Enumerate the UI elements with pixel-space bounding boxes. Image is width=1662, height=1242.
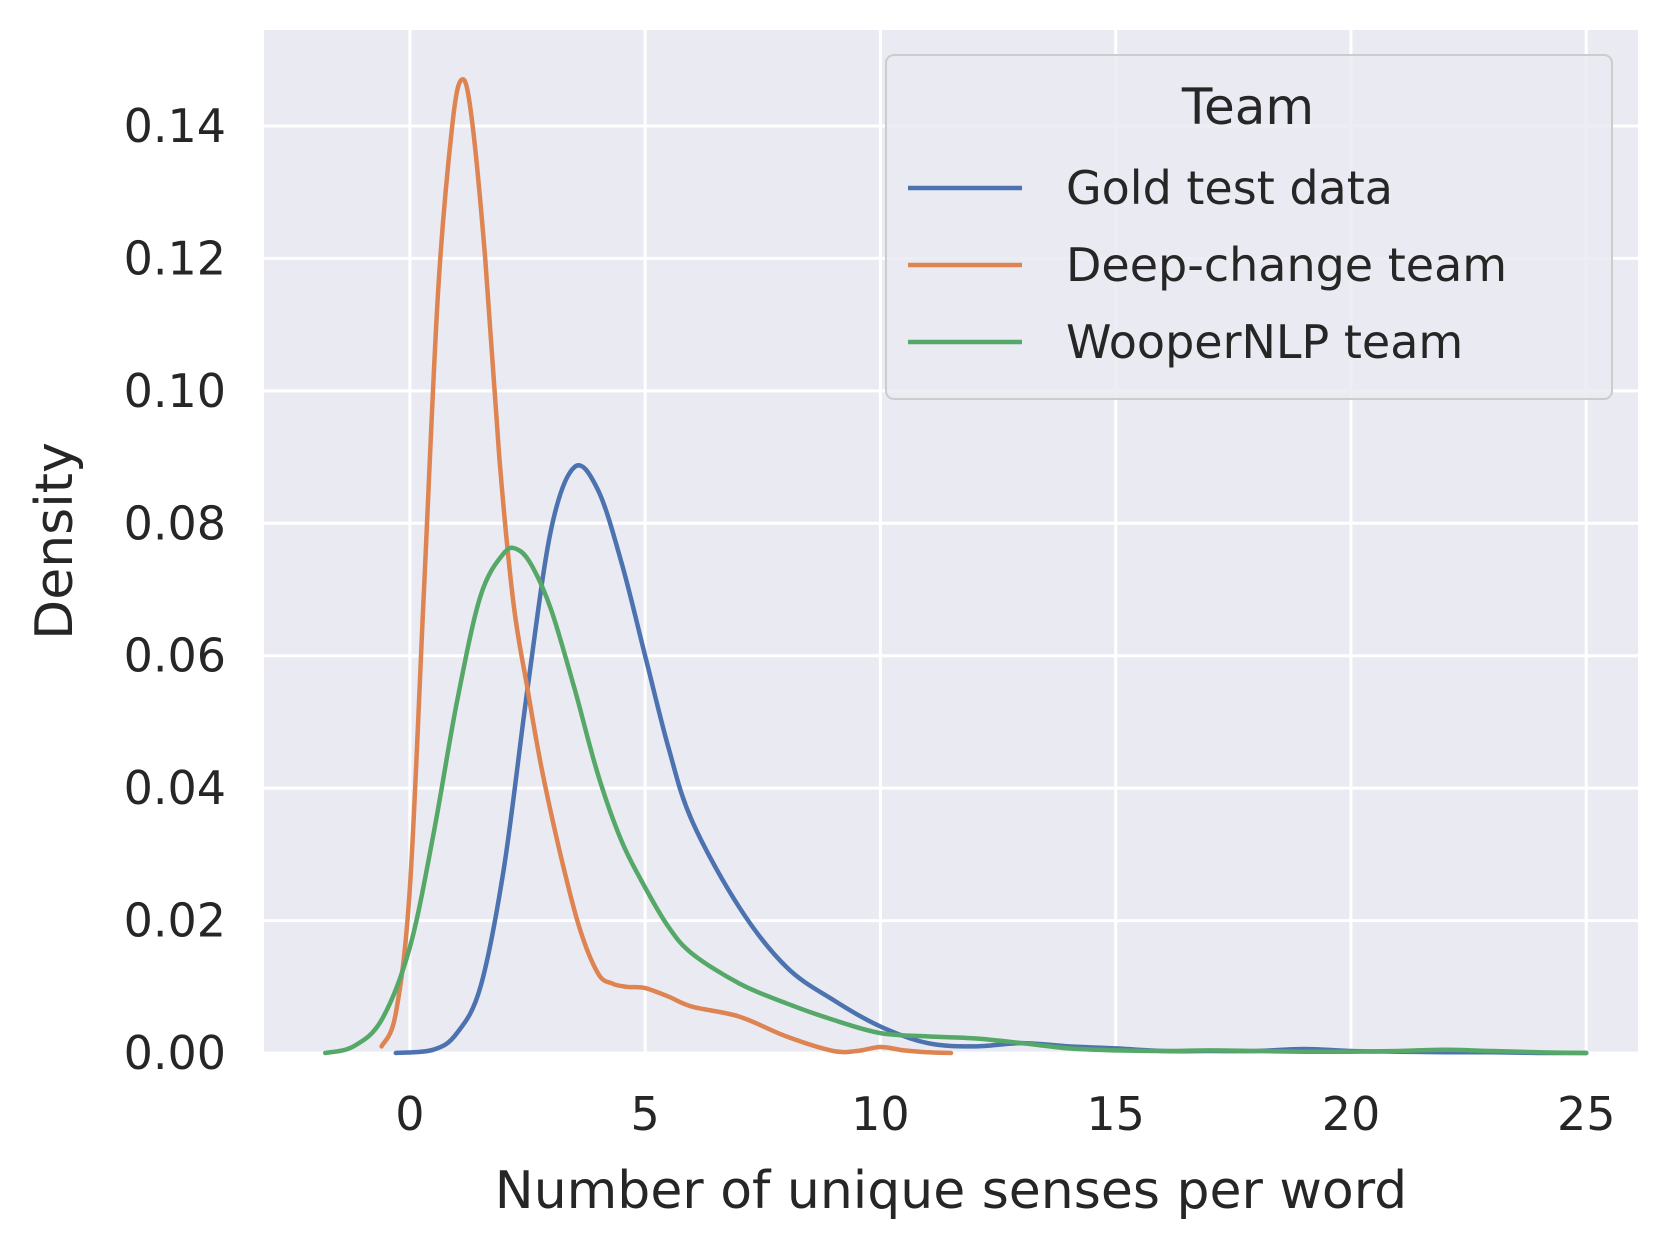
y-tick-label: 0.02: [124, 894, 226, 948]
y-tick-label: 0.04: [124, 761, 226, 815]
y-tick-label: 0.14: [124, 99, 226, 153]
x-tick-label: 15: [1086, 1087, 1145, 1141]
x-tick-label: 0: [395, 1087, 424, 1141]
legend-label: Deep-change team: [1066, 238, 1507, 292]
y-axis-label: Density: [25, 442, 85, 640]
y-tick-labels: 0.00 0.02 0.04 0.06 0.08 0.10 0.12 0.14: [124, 99, 226, 1080]
x-tick-labels: 0 5 10 15 20 25: [395, 1087, 1615, 1141]
y-tick-label: 0.10: [124, 364, 226, 418]
x-tick-label: 5: [631, 1087, 660, 1141]
series-line: [322, 545, 1589, 1056]
y-tick-label: 0.08: [124, 496, 226, 550]
x-axis-label: Number of unique senses per word: [495, 1161, 1407, 1221]
y-tick-label: 0.06: [124, 629, 226, 683]
legend-label: WooperNLP team: [1066, 315, 1463, 369]
x-tick-label: 25: [1557, 1087, 1616, 1141]
y-tick-label: 0.00: [124, 1026, 226, 1080]
series-lines: [322, 77, 1589, 1056]
legend: Team Gold test data Deep-change team Woope…: [885, 54, 1613, 400]
legend-title: Team: [1181, 78, 1314, 136]
x-tick-label: 10: [851, 1087, 910, 1141]
series-line: [379, 77, 954, 1056]
x-tick-label: 20: [1322, 1087, 1381, 1141]
legend-items: Gold test data Deep-change team WooperNLP …: [908, 161, 1507, 369]
legend-box: [885, 54, 1613, 400]
legend-label: Gold test data: [1066, 161, 1393, 215]
y-tick-label: 0.12: [124, 231, 226, 285]
